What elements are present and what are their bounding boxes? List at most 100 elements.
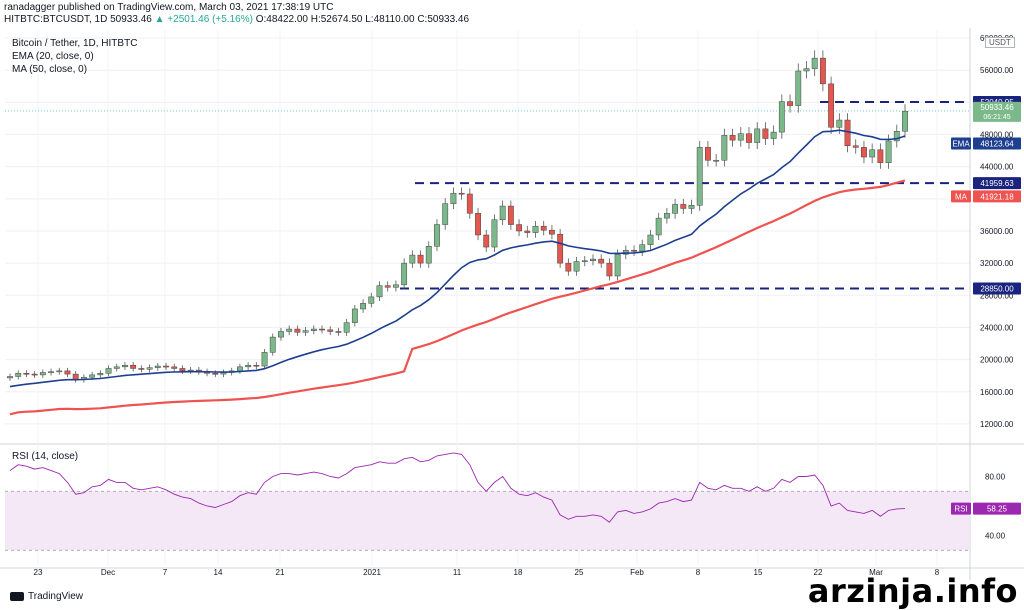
candle-body-down: [64, 370, 71, 375]
candle-body-up: [655, 217, 662, 236]
candle-body-up: [893, 131, 900, 142]
candle: [770, 125, 777, 146]
time-tick-label: Dec: [101, 568, 115, 577]
rsi-range-band: [5, 491, 970, 551]
candle-body-up: [639, 244, 646, 252]
price-tick-label: 28000.00: [980, 291, 1014, 300]
ma-price-label: 41921.18: [980, 192, 1014, 201]
price-labels: 52040.9550933.4606:21:45EMA48123.6441959…: [951, 96, 1021, 515]
change: ▲ +2501.46 (+5.16%): [154, 14, 253, 25]
candle: [195, 366, 202, 375]
ema-price-label-bg: [973, 137, 1021, 150]
price-tick-label: 32000.00: [980, 259, 1014, 268]
ma-tag-bg: [951, 190, 971, 203]
candle-body-up: [581, 260, 588, 262]
candle: [138, 365, 145, 373]
ma50-line: [9, 179, 906, 416]
candle: [220, 369, 227, 378]
candle: [458, 187, 465, 200]
candle-body-down: [31, 373, 38, 376]
candle-body-up: [450, 192, 457, 204]
candle-body-up: [302, 330, 309, 333]
candle: [343, 318, 350, 336]
candle-body-down: [631, 250, 637, 252]
symbol-line: HITBTC:BTCUSDT, 1D 50933.46 ▲ +2501.46 (…: [4, 14, 469, 25]
candle: [253, 362, 260, 370]
candle: [31, 371, 38, 378]
candle: [15, 370, 22, 380]
candle: [557, 229, 564, 268]
candle: [516, 219, 523, 237]
candle: [696, 140, 703, 211]
candle-body-up: [56, 370, 63, 373]
candle: [466, 188, 473, 219]
tradingview-logo-icon: [10, 592, 24, 601]
candle: [787, 94, 793, 113]
candle-body-down: [23, 373, 30, 375]
candle-body-up: [885, 140, 892, 163]
ema-tag-bg: [951, 137, 971, 150]
candle: [491, 214, 498, 252]
rsi-band: [5, 490, 970, 551]
price-tick-label: 56000.00: [980, 66, 1014, 75]
countdown-label: 06:21:45: [983, 114, 1010, 121]
candle: [524, 225, 531, 238]
time-tick-label: 15: [754, 568, 763, 577]
candle: [598, 254, 605, 268]
candle: [631, 245, 637, 256]
publish-line: ranadagger published on TradingView.com,…: [4, 2, 334, 13]
last-price-label: 50933.46: [980, 103, 1014, 112]
candle-body-up: [105, 368, 112, 374]
candle-body-up: [491, 219, 498, 248]
candle-body-up: [39, 372, 46, 376]
candle-body-down: [335, 331, 342, 333]
rsi-tick-label: 80.00: [985, 473, 1006, 482]
candle-body-up: [154, 365, 161, 368]
candle: [581, 256, 588, 267]
candle-body-up: [261, 352, 268, 367]
candle: [130, 362, 137, 372]
candle: [294, 325, 301, 336]
candle: [811, 50, 818, 77]
price-tick-label: 12000.00: [980, 420, 1014, 429]
candle-body-up: [236, 366, 243, 372]
candle-body-down: [762, 128, 769, 139]
ema-legend: EMA (20, close, 0): [12, 51, 94, 62]
currency-badge[interactable]: USDT: [985, 37, 1015, 48]
candle-body-up: [278, 331, 284, 338]
candle: [746, 127, 752, 150]
tradingview-brand[interactable]: TradingView: [10, 591, 83, 602]
time-tick-label: 8: [696, 568, 701, 577]
candle: [401, 258, 408, 290]
time-axis: 23 Dec 7 14 21 2021 11 18 25 Feb 8 15 22 Mar 8: [34, 568, 940, 577]
candle-body-down: [565, 262, 572, 272]
candle-body-down: [466, 193, 473, 214]
candle-body-up: [146, 367, 153, 370]
symbol: HITBTC:BTCUSDT, 1D: [4, 14, 108, 25]
candle: [72, 371, 79, 383]
candle-body-down: [475, 213, 481, 236]
time-tick-label: 23: [34, 568, 43, 577]
candle-body-up: [401, 262, 408, 286]
candle: [499, 200, 506, 226]
rsi-tag-bg: [951, 502, 971, 515]
time-tick-label: 21: [276, 568, 285, 577]
candles: [7, 50, 908, 383]
candle-body-down: [253, 364, 260, 367]
candle: [762, 122, 769, 146]
time-tick-label: Mar: [869, 568, 883, 577]
price-tick-label: 36000.00: [980, 227, 1014, 236]
candle-body-up: [286, 328, 293, 332]
candle-body-down: [819, 57, 826, 85]
candle-body-up: [532, 225, 539, 233]
ohlc: O:48422.00 H:52674.50 L:48110.00 C:50933…: [255, 14, 470, 25]
candle-body-up: [15, 373, 22, 377]
candle-body-up: [803, 68, 810, 72]
rsi-value-label-bg: [973, 502, 1021, 515]
rsi-tag: RSI: [954, 505, 967, 514]
candle-body-down: [458, 192, 465, 195]
candle-body-up: [721, 135, 728, 161]
candle-body-up: [269, 336, 276, 353]
ma-tag: MA: [955, 192, 968, 201]
